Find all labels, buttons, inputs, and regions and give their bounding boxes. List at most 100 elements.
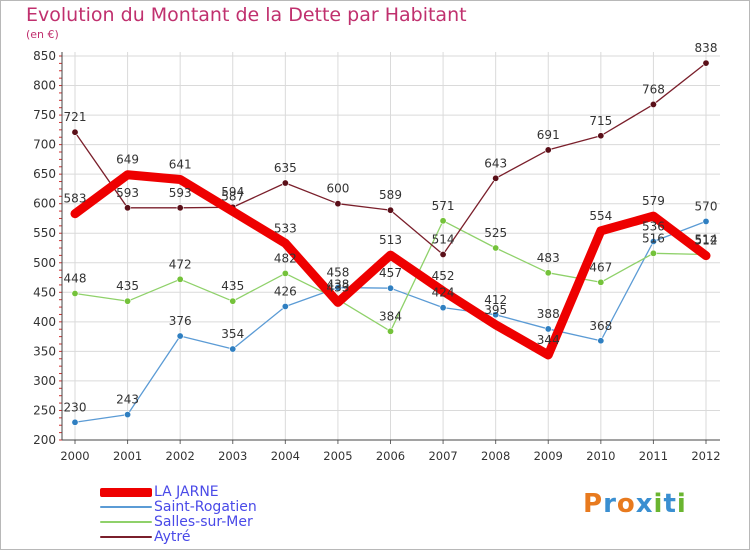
data-point (71, 289, 79, 297)
data-label: 426 (274, 284, 297, 298)
data-point (386, 284, 394, 292)
x-tick-label: 2012 (691, 449, 720, 463)
x-tick-label: 2006 (376, 449, 405, 463)
data-point (124, 297, 132, 305)
legend-label: Aytré (154, 529, 191, 545)
y-tick-label: 300 (33, 374, 56, 388)
data-label: 512 (695, 234, 718, 248)
y-tick-label: 850 (33, 49, 56, 63)
data-label: 513 (379, 233, 402, 247)
data-point (334, 284, 342, 292)
data-label: 593 (116, 186, 139, 200)
data-point (649, 249, 657, 257)
x-tick-label: 2011 (639, 449, 668, 463)
proxiti-logo: Proxiti (583, 489, 687, 519)
legend-swatch (100, 536, 152, 538)
data-label: 643 (484, 156, 507, 170)
data-point (281, 302, 289, 310)
data-label: 768 (642, 82, 665, 96)
data-label: 482 (274, 251, 297, 265)
legend-label: Saint-Rogatien (154, 499, 257, 515)
data-point (597, 132, 605, 140)
series-la-jarne (70, 170, 711, 360)
chart-unit-label: (en €) (26, 28, 59, 41)
data-point (176, 332, 184, 340)
data-label: 448 (64, 271, 87, 285)
data-label: 649 (116, 153, 139, 167)
logo-letter: r (603, 489, 617, 519)
data-label: 230 (64, 400, 87, 414)
data-point (281, 269, 289, 277)
data-label: 536 (642, 220, 665, 234)
data-label: 433 (326, 280, 349, 294)
data-point (544, 269, 552, 277)
data-label: 721 (64, 110, 87, 124)
data-label: 376 (169, 314, 192, 328)
x-tick-label: 2000 (60, 449, 89, 463)
data-point (386, 327, 394, 335)
data-point (71, 418, 79, 426)
x-tick-label: 2003 (218, 449, 247, 463)
data-point (334, 200, 342, 208)
data-point (176, 204, 184, 212)
y-tick-label: 250 (33, 403, 56, 417)
data-point (176, 275, 184, 283)
data-point (229, 345, 237, 353)
data-label: 435 (116, 279, 139, 293)
data-label: 467 (589, 260, 612, 274)
data-point (71, 128, 79, 136)
data-label: 514 (432, 232, 455, 246)
y-tick-label: 400 (33, 315, 56, 329)
data-label: 424 (432, 286, 455, 300)
data-label: 715 (589, 114, 612, 128)
data-label: 589 (379, 188, 402, 202)
data-label: 458 (326, 266, 349, 280)
data-point (229, 297, 237, 305)
logo-letter: i (653, 489, 664, 519)
data-label: 600 (326, 182, 349, 196)
series-line (70, 170, 711, 360)
data-point (124, 411, 132, 419)
data-label: 412 (484, 293, 507, 307)
data-label: 516 (642, 231, 665, 245)
data-label: 472 (169, 257, 192, 271)
x-tick-label: 2004 (271, 449, 300, 463)
y-tick-label: 550 (33, 226, 56, 240)
logo-letter: x (635, 489, 654, 519)
data-label: 583 (64, 192, 87, 206)
legend-swatch (100, 521, 152, 523)
y-tick-label: 450 (33, 285, 56, 299)
y-tick-label: 600 (33, 197, 56, 211)
y-tick-label: 750 (33, 108, 56, 122)
chart-title: Evolution du Montant de la Dette par Hab… (26, 4, 467, 26)
data-point (281, 179, 289, 187)
data-label: 641 (169, 157, 192, 171)
data-point (702, 59, 710, 67)
data-label: 514 (695, 232, 718, 246)
y-tick-label: 700 (33, 138, 56, 152)
y-tick-label: 350 (33, 344, 56, 358)
y-tick-label: 500 (33, 256, 56, 270)
data-point (649, 100, 657, 108)
data-point (386, 206, 394, 214)
data-point (702, 217, 710, 225)
data-label: 587 (221, 189, 244, 203)
data-label: 483 (537, 251, 560, 265)
data-label: 570 (695, 199, 718, 213)
data-point (544, 325, 552, 333)
x-tick-label: 2001 (113, 449, 142, 463)
data-label: 388 (537, 307, 560, 321)
data-label: 838 (695, 41, 718, 55)
data-label: 594 (221, 185, 244, 199)
data-label: 691 (537, 128, 560, 142)
data-point (597, 337, 605, 345)
data-point (492, 174, 500, 182)
legend-swatch (100, 487, 152, 497)
data-label: 635 (274, 161, 297, 175)
data-label: 243 (116, 393, 139, 407)
logo-letter: o (616, 489, 636, 519)
data-label: 368 (589, 319, 612, 333)
data-label: 354 (221, 327, 244, 341)
data-label: 554 (589, 209, 612, 223)
data-label: 593 (169, 186, 192, 200)
